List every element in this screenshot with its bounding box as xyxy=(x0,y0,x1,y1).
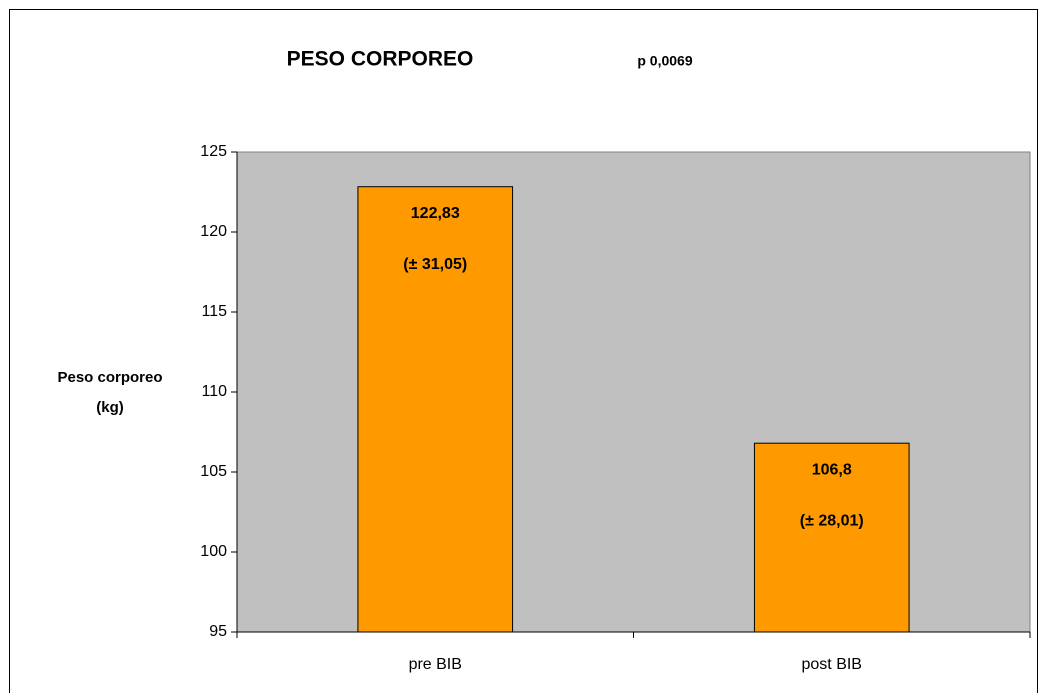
y-tick-label: 110 xyxy=(201,383,227,400)
error-label: (± 28,01) xyxy=(800,512,864,529)
p-value: p 0,0069 xyxy=(637,53,692,69)
x-tick-label: pre BIB xyxy=(409,656,462,673)
y-tick-label: 115 xyxy=(201,303,227,320)
y-tick-label: 95 xyxy=(209,623,227,640)
bar xyxy=(357,186,514,633)
y-tick-label: 125 xyxy=(200,143,227,160)
chart-title: PESO CORPOREO xyxy=(287,48,474,71)
y-tick-label: 120 xyxy=(200,223,227,240)
y-tick-label: 100 xyxy=(200,543,227,560)
value-label: 122,83 xyxy=(411,205,460,222)
bar xyxy=(753,442,910,633)
plot-area xyxy=(236,151,1031,633)
y-axis-label: Peso corporeo xyxy=(57,369,162,386)
x-tick-label: post BIB xyxy=(802,656,862,673)
value-label: 106,8 xyxy=(812,461,852,478)
y-axis-label: (kg) xyxy=(96,399,124,416)
y-tick-label: 105 xyxy=(200,463,227,480)
error-label: (± 31,05) xyxy=(403,256,467,273)
